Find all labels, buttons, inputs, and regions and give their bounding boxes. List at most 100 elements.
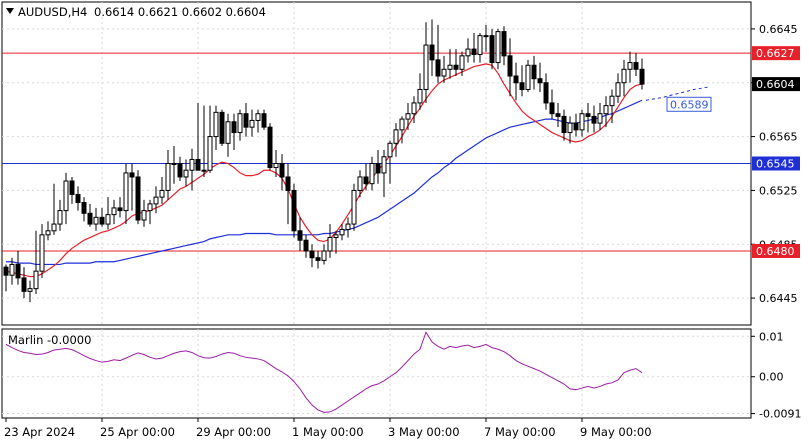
- bullish-candle-body: [393, 129, 399, 144]
- bearish-candle-body: [543, 82, 549, 104]
- bullish-candle-body: [213, 111, 219, 138]
- bullish-candle-body: [111, 207, 117, 216]
- bearish-candle-body: [81, 202, 87, 214]
- bullish-candle-body: [417, 88, 423, 104]
- bearish-candle-body: [573, 122, 579, 131]
- current-price-label: 0.6604: [756, 78, 795, 91]
- bearish-candle-body: [15, 263, 21, 279]
- time-tick-label: 9 May 00:00: [580, 425, 652, 439]
- bearish-candle-body: [507, 55, 513, 77]
- candlesticks: [3, 19, 645, 303]
- bearish-candle-body: [537, 78, 543, 84]
- price-tick-label: 0.6525: [759, 184, 798, 197]
- moving-averages: [5, 63, 643, 278]
- oscillator-tick-label: -0.0091: [759, 408, 801, 421]
- bullish-candle-body: [525, 64, 531, 90]
- bearish-candle-body: [453, 64, 459, 70]
- bullish-candle-body: [147, 203, 153, 212]
- bearish-candle-body: [261, 113, 267, 128]
- bullish-candle-body: [255, 113, 261, 121]
- bullish-candle-body: [369, 163, 375, 185]
- bearish-candle-body: [231, 121, 237, 134]
- price-tick-label: 0.6565: [759, 131, 798, 144]
- bearish-candle-body: [267, 126, 273, 169]
- bearish-candle-body: [87, 212, 93, 225]
- indicator-label: Marlin -0.0000: [8, 333, 91, 347]
- bullish-candle-body: [447, 64, 453, 70]
- bullish-candle-body: [225, 121, 231, 144]
- bullish-candle-body: [381, 156, 387, 174]
- bearish-candle-body: [429, 44, 435, 61]
- bullish-candle-body: [333, 234, 339, 239]
- level-badge-label: 0.6627: [756, 47, 795, 60]
- level-badge-label: 0.6480: [756, 245, 795, 258]
- bearish-candle-body: [99, 216, 105, 225]
- bearish-candle-body: [315, 257, 321, 261]
- forecast-badge: [666, 96, 712, 112]
- bullish-candle-body: [627, 62, 633, 70]
- bullish-candle-body: [339, 228, 345, 236]
- bearish-candle-body: [195, 158, 201, 171]
- bullish-candle-body: [423, 44, 429, 90]
- bullish-candle-body: [171, 163, 177, 165]
- bullish-candle-body: [249, 119, 255, 128]
- bearish-candle-body: [501, 31, 507, 57]
- level-badge: [752, 243, 800, 258]
- current-price-badge: [752, 77, 800, 92]
- bullish-candle-body: [33, 270, 39, 290]
- bullish-candle-body: [201, 169, 207, 172]
- bearish-candle-body: [375, 163, 381, 174]
- oscillator-pane-frame: [1, 328, 752, 419]
- bullish-candle-body: [579, 113, 585, 131]
- bearish-candle-body: [243, 113, 249, 128]
- bearish-candle-body: [639, 68, 645, 85]
- bearish-candle-body: [69, 180, 75, 195]
- bearish-candle-body: [297, 230, 303, 241]
- bullish-candle-body: [51, 223, 57, 232]
- bullish-candle-body: [159, 189, 165, 198]
- bullish-candle-body: [459, 55, 465, 70]
- bearish-candle-body: [555, 113, 561, 117]
- bullish-candle-body: [411, 102, 417, 115]
- bullish-candle-body: [63, 180, 69, 212]
- bullish-candle-body: [57, 210, 63, 225]
- fast-moving-average: [5, 63, 643, 278]
- triangle-down-icon[interactable]: [6, 8, 14, 14]
- bullish-candle-body: [345, 223, 351, 230]
- bullish-candle-body: [105, 214, 111, 225]
- bearish-candle-body: [309, 250, 315, 259]
- bearish-candle-body: [435, 59, 441, 77]
- bullish-candle-body: [165, 163, 171, 191]
- bullish-candle-body: [153, 196, 159, 205]
- bearish-candle-body: [303, 239, 309, 252]
- level-badge: [752, 156, 800, 171]
- level-badge-label: 0.6545: [756, 158, 795, 171]
- bullish-candle-body: [615, 82, 621, 97]
- bearish-candle-body: [135, 176, 141, 221]
- bearish-candle-body: [75, 193, 81, 204]
- bearish-candle-body: [177, 163, 183, 178]
- bullish-candle-body: [141, 210, 147, 221]
- price-tick-label: 0.6445: [759, 292, 798, 305]
- bearish-candle-body: [129, 172, 135, 178]
- bullish-candle-body: [207, 136, 213, 171]
- bullish-candle-body: [327, 237, 333, 252]
- bullish-candle-body: [27, 288, 33, 292]
- bearish-candle-body: [279, 163, 285, 178]
- bullish-candle-body: [621, 68, 627, 84]
- bullish-candle-body: [183, 169, 189, 178]
- bearish-candle-body: [21, 277, 27, 292]
- forecast-line: [645, 86, 711, 101]
- oscillator-tick-label: 0.00: [759, 371, 784, 384]
- time-tick-label: 1 May 00:00: [292, 425, 364, 439]
- time-tick-label: 7 May 00:00: [484, 425, 556, 439]
- bearish-candle-body: [591, 115, 597, 124]
- bullish-candle-body: [609, 95, 615, 107]
- oscillator-y-axis: 0.01 0.00 -0.0091: [751, 330, 801, 421]
- bearish-candle-body: [633, 62, 639, 70]
- bullish-candle-body: [9, 263, 15, 276]
- oscillator-line: [5, 331, 643, 413]
- bearish-candle-body: [513, 75, 519, 84]
- bullish-candle-body: [465, 48, 471, 57]
